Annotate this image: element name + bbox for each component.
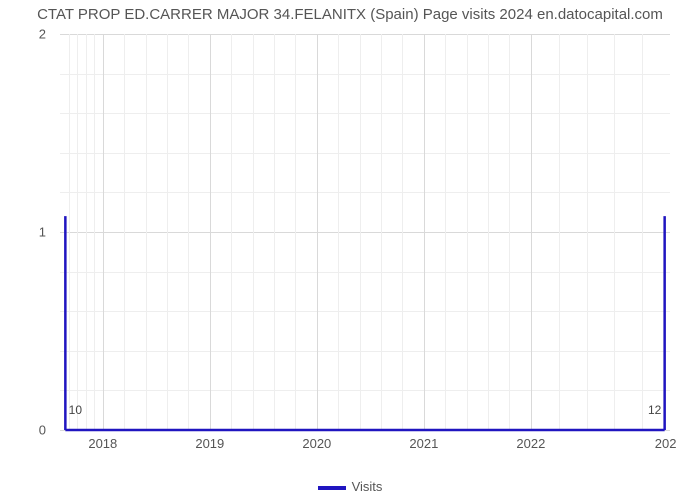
y-tick-label: 0 <box>6 423 46 438</box>
x-tick-label: 2021 <box>409 436 438 451</box>
plot-area <box>60 34 670 430</box>
x-tick-label: 2022 <box>516 436 545 451</box>
legend-label-visits: Visits <box>352 479 383 494</box>
legend-swatch-visits <box>318 486 346 490</box>
x-tick-label: 2018 <box>88 436 117 451</box>
x-tick-label-cutoff: 202 <box>655 436 677 451</box>
x-tick-label: 2020 <box>302 436 331 451</box>
y-tick-label: 2 <box>6 27 46 42</box>
legend: Visits <box>0 479 700 494</box>
chart-container: { "chart": { "type": "line", "title": "C… <box>0 0 700 500</box>
data-point-label: 12 <box>648 403 661 417</box>
x-tick-label: 2019 <box>195 436 224 451</box>
y-tick-label: 1 <box>6 225 46 240</box>
chart-title: CTAT PROP ED.CARRER MAJOR 34.FELANITX (S… <box>0 6 700 23</box>
data-point-label: 10 <box>69 403 82 417</box>
series-layer <box>60 34 670 430</box>
